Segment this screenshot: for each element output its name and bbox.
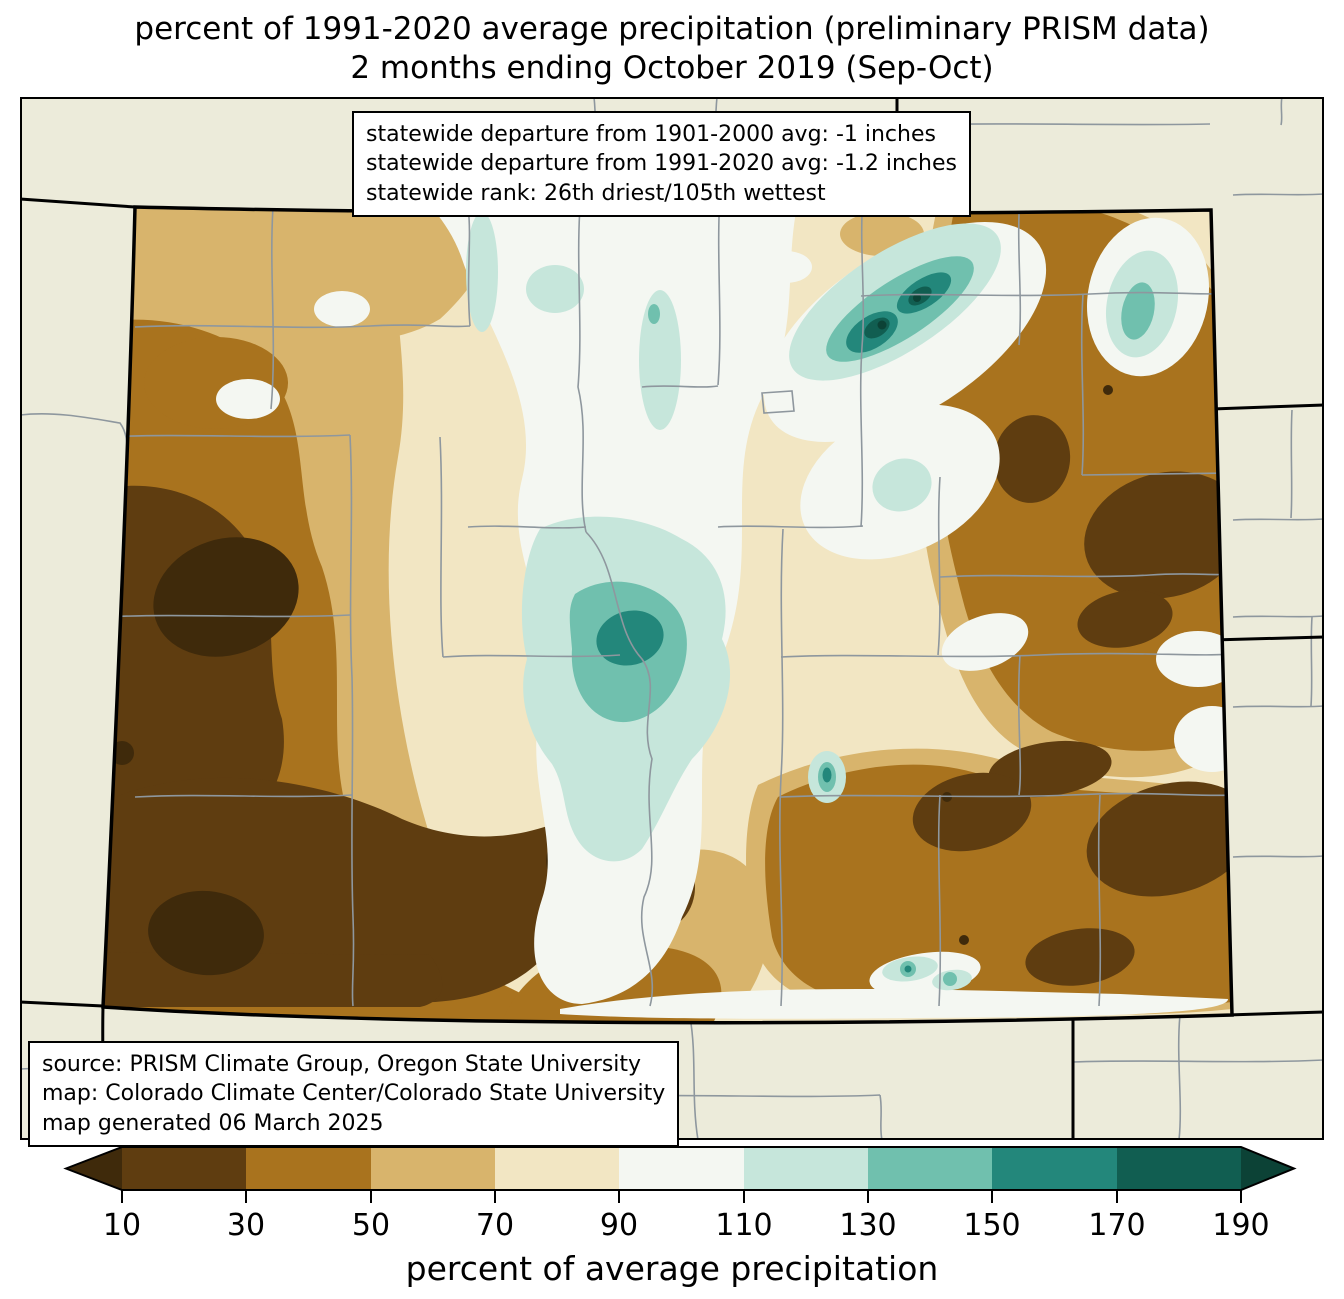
svg-text:150: 150 — [963, 1208, 1020, 1243]
colorbar-segments — [63, 1146, 1297, 1191]
svg-text:130: 130 — [839, 1208, 896, 1243]
stats-line-3: statewide rank: 26th driest/105th wettes… — [366, 180, 826, 206]
source-line-1: source: PRISM Climate Group, Oregon Stat… — [42, 1052, 642, 1077]
svg-text:90: 90 — [600, 1208, 638, 1243]
contour-above-190 — [877, 294, 921, 330]
svg-text:70: 70 — [476, 1208, 514, 1243]
svg-text:10: 10 — [103, 1208, 141, 1243]
page-title: percent of 1991-2020 average precipitati… — [0, 10, 1344, 88]
svg-text:190: 190 — [1212, 1208, 1269, 1243]
svg-text:50: 50 — [352, 1208, 390, 1243]
source-credit-box: source: PRISM Climate Group, Oregon Stat… — [28, 1041, 680, 1148]
svg-text:170: 170 — [1088, 1208, 1145, 1243]
colorbar-axis-label: percent of average precipitation — [406, 1249, 939, 1288]
stats-line-2: statewide departure from 1991-2020 avg: … — [366, 151, 957, 177]
source-line-3: map generated 06 March 2025 — [42, 1110, 384, 1136]
svg-text:110: 110 — [715, 1208, 772, 1243]
source-line-2: map: Colorado Climate Center/Colorado St… — [42, 1081, 666, 1107]
svg-text:30: 30 — [227, 1208, 265, 1243]
statewide-stats-box: statewide departure from 1901-2000 avg: … — [352, 111, 971, 218]
precip-contour-layers — [103, 207, 1232, 1023]
colorado-precip-map — [20, 97, 1324, 1140]
stats-line-1: statewide departure from 1901-2000 avg: … — [366, 122, 936, 147]
title-line-2: 2 months ending October 2019 (Sep-Oct) — [350, 49, 994, 86]
colorbar-ticks — [121, 1190, 1242, 1203]
colorbar: 10 30 50 70 90 110 130 150 170 190 perce… — [63, 1146, 1297, 1288]
colorbar-tick-labels: 10 30 50 70 90 110 130 150 170 190 — [103, 1208, 1270, 1243]
title-line-1: percent of 1991-2020 average precipitati… — [134, 11, 1210, 47]
map-plot-area — [20, 97, 1324, 1140]
